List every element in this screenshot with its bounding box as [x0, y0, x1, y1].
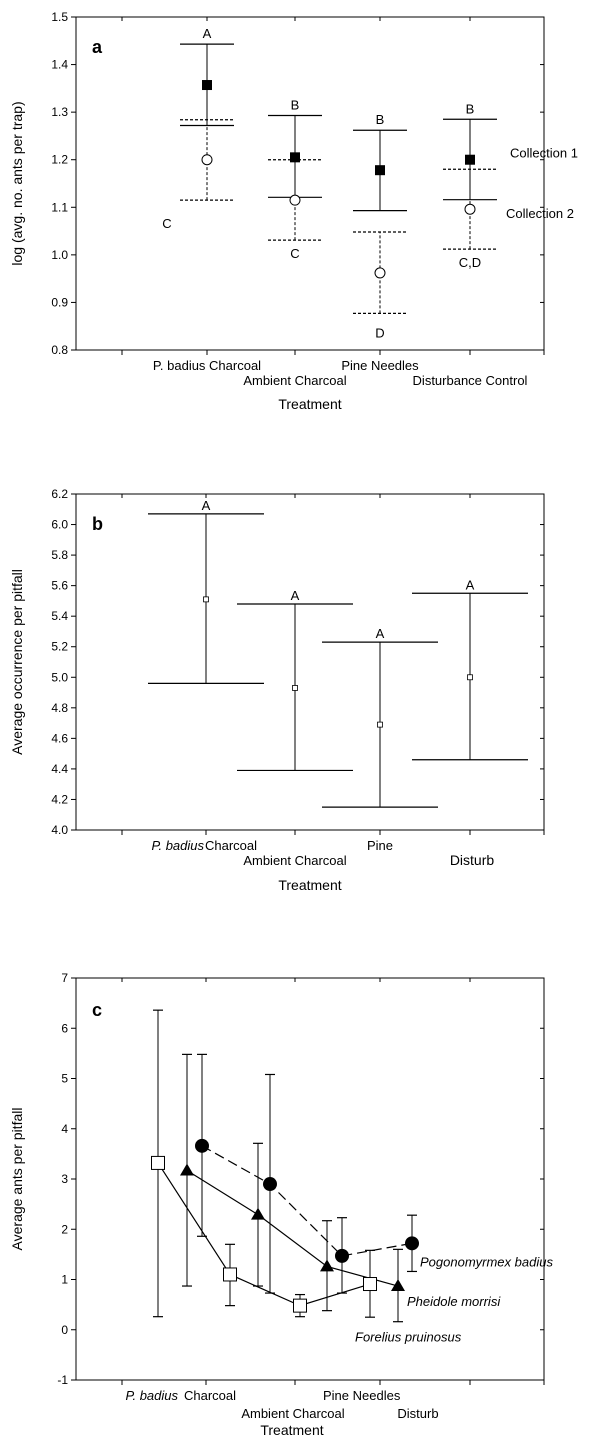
panel-letter-a: a [92, 37, 103, 57]
y-tick-label: 4.0 [51, 823, 68, 837]
group-letter: A [202, 498, 211, 513]
x-category-label-ambient: Ambient Charcoal [241, 1406, 344, 1421]
pogonomyrmex-point [405, 1236, 419, 1250]
y-axis-title: Average ants per pitfall [9, 1108, 25, 1251]
series-label-collection-2: Collection 2 [506, 206, 574, 221]
group-letter: D [375, 325, 384, 340]
x-category-label-disturb: Disturb [450, 852, 495, 868]
y-tick-label: 4.6 [51, 731, 68, 745]
x-axis-title: Treatment [278, 396, 341, 412]
plot-frame [76, 494, 544, 830]
pheidole-point [320, 1259, 334, 1271]
x-category-label: Disturbance Control [413, 373, 528, 388]
series-label-collection-1: Collection 1 [510, 146, 578, 161]
y-tick-label: 4.8 [51, 701, 68, 715]
y-tick-label: 5.2 [51, 640, 68, 654]
group-letter: A [203, 26, 212, 41]
y-tick-label: 1.5 [51, 10, 68, 24]
y-tick-label: 1.0 [51, 248, 68, 262]
x-axis-title: Treatment [278, 877, 341, 893]
pheidole-point [251, 1208, 265, 1220]
plot-frame [76, 17, 544, 350]
y-tick-label: 1.3 [51, 105, 68, 119]
panel-letter-b: b [92, 514, 103, 534]
group-letter: C,D [459, 255, 481, 270]
collection-2-point [465, 204, 475, 214]
pheidole-point [180, 1163, 194, 1175]
group-letter: C [290, 246, 299, 261]
y-tick-label: 6 [61, 1021, 68, 1035]
occurrence-point [204, 597, 209, 602]
y-tick-label: 0.9 [51, 295, 68, 309]
y-tick-label: 0 [61, 1323, 68, 1337]
y-tick-label: 4 [61, 1122, 68, 1136]
pogonomyrmex-point [195, 1139, 209, 1153]
pog-series-line [202, 1146, 412, 1256]
collection-1-point [290, 152, 300, 162]
pogonomyrmex-point [263, 1177, 277, 1191]
series-label-pheidole: Pheidole morrisi [407, 1294, 501, 1309]
y-tick-label: 1.1 [51, 200, 68, 214]
y-tick-label: 6.2 [51, 487, 68, 501]
x-category-label-disturb: Disturb [397, 1406, 438, 1421]
y-tick-label: -1 [57, 1373, 68, 1387]
group-letter: A [466, 577, 475, 592]
forelius-point [294, 1299, 307, 1312]
pogonomyrmex-point [335, 1249, 349, 1263]
phe-series-line [187, 1170, 398, 1286]
group-letter: B [376, 112, 385, 127]
y-tick-label: 5.6 [51, 579, 68, 593]
collection-2-point [375, 268, 385, 278]
y-tick-label: 2 [61, 1222, 68, 1236]
y-tick-label: 3 [61, 1172, 68, 1186]
collection-1-point [202, 80, 212, 90]
forelius-point [152, 1156, 165, 1169]
group-letter: B [466, 101, 475, 116]
x-category-label: Ambient Charcoal [243, 373, 346, 388]
series-label-pogonomyrmex: Pogonomyrmex badius [420, 1254, 553, 1269]
y-tick-label: 1.4 [51, 58, 68, 72]
y-tick-label: 7 [61, 971, 68, 985]
x-category-label-charcoal: Charcoal [205, 838, 257, 853]
x-category-label: P. badius Charcoal [153, 358, 261, 373]
series-label-forelius: Forelius pruinosus [355, 1329, 462, 1344]
x-category-label: Pine Needles [341, 358, 419, 373]
group-letter: B [291, 97, 300, 112]
forelius-point [364, 1278, 377, 1291]
x-category-label-charcoal: Charcoal [184, 1388, 236, 1403]
y-tick-label: 4.2 [51, 792, 68, 806]
collection-2-point [202, 155, 212, 165]
group-letter: A [376, 626, 385, 641]
y-tick-label: 1.2 [51, 153, 68, 167]
occurrence-point [468, 675, 473, 680]
x-category-label-pbadius: P. badius [125, 1388, 178, 1403]
x-category-label-pine: Pine Needles [323, 1388, 401, 1403]
y-tick-label: 4.4 [51, 762, 68, 776]
y-tick-label: 6.0 [51, 518, 68, 532]
y-axis-title: log (avg. no. ants per trap) [9, 101, 25, 265]
y-tick-label: 5 [61, 1072, 68, 1086]
y-tick-label: 5.4 [51, 609, 68, 623]
collection-1-point [465, 155, 475, 165]
forelius-point [224, 1268, 237, 1281]
group-letter: C [162, 216, 171, 231]
y-tick-label: 0.8 [51, 343, 68, 357]
panel-letter-c: c [92, 1000, 102, 1020]
y-tick-label: 5.0 [51, 670, 68, 684]
occurrence-point [293, 685, 298, 690]
collection-1-point [375, 165, 385, 175]
occurrence-point [378, 722, 383, 727]
y-tick-label: 5.8 [51, 548, 68, 562]
plot-frame [76, 978, 544, 1380]
x-category-label-ambient: Ambient Charcoal [243, 853, 346, 868]
collection-2-point [290, 195, 300, 205]
group-letter: A [291, 588, 300, 603]
x-category-label-pine: Pine [367, 838, 393, 853]
x-category-label-pbadius: P. badius [151, 838, 204, 853]
x-axis-title: Treatment [260, 1422, 323, 1438]
y-axis-title: Average occurrence per pitfall [9, 569, 25, 755]
y-tick-label: 1 [61, 1273, 68, 1287]
